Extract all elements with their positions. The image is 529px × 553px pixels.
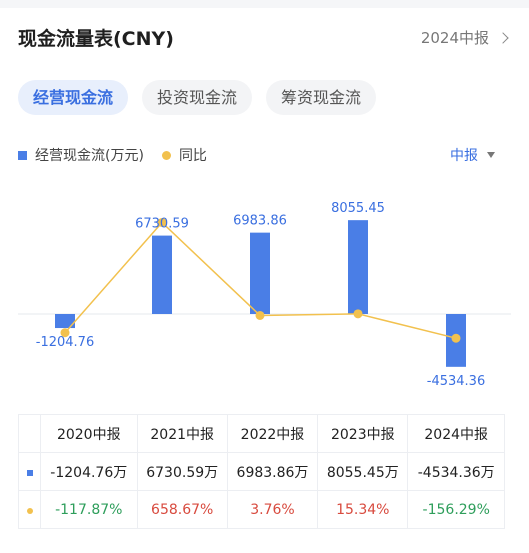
bar-value-label: 6730.59 [135, 217, 189, 232]
line-legend-swatch [161, 150, 171, 160]
table-cell: -4534.36万 [407, 452, 505, 491]
table-row-yoy: -117.87% 658.67% 3.76% 15.34% -156.29% [18, 490, 505, 529]
period-label: 2024中报 [420, 29, 489, 47]
bar-legend-label: 经营现金流(万元) [35, 148, 144, 164]
tab-operating-cashflow[interactable]: 经营现金流 [18, 80, 129, 115]
report-type-label: 中报 [450, 148, 478, 164]
table-header: 2022中报 [226, 414, 319, 453]
tab-bar: 经营现金流 投资现金流 筹资现金流 [18, 80, 377, 115]
chevron-right-icon [497, 31, 509, 44]
report-type-dropdown[interactable]: 中报 [450, 145, 495, 165]
table-cell: -117.87% [40, 490, 138, 529]
table-cell: -156.29% [407, 490, 505, 529]
line-row-marker [26, 507, 33, 514]
line-legend-label: 同比 [178, 148, 207, 164]
tab-investing-cashflow[interactable]: 投资现金流 [142, 80, 253, 115]
tab-financing-cashflow[interactable]: 筹资现金流 [266, 80, 377, 115]
bar-row-marker [26, 469, 33, 476]
table-cell: 8055.45万 [317, 452, 409, 491]
bar-value-label: 6983.86 [233, 214, 287, 229]
data-table: 2020中报 2021中报 2022中报 2023中报 2024中报 -1204… [18, 414, 505, 529]
bar-2021中报[interactable] [152, 235, 172, 314]
chart-legend: 经营现金流(万元) 同比 [18, 145, 207, 165]
yoy-point-2022中报[interactable] [255, 310, 265, 320]
yoy-point-2021中报[interactable] [157, 217, 167, 227]
bar-2022中报[interactable] [250, 232, 270, 314]
period-selector[interactable]: 2024中报 [420, 27, 509, 48]
table-header: 2024中报 [407, 414, 505, 453]
table-header-row: 2020中报 2021中报 2022中报 2023中报 2024中报 [18, 414, 505, 453]
page-title: 现金流量表(CNY) [18, 28, 174, 50]
yoy-point-2023中报[interactable] [353, 309, 363, 319]
table-cell: 6730.59万 [136, 452, 228, 491]
table-cell: -1204.76万 [40, 452, 138, 491]
table-cell: 15.34% [317, 490, 409, 529]
top-strip [0, 0, 529, 8]
bar-2023中报[interactable] [348, 220, 368, 314]
bar-value-label: -4534.36 [427, 374, 485, 389]
caret-down-icon [487, 152, 495, 158]
bar-value-label: 8055.45 [331, 201, 385, 216]
table-cell: 3.76% [226, 490, 319, 529]
header: 现金流量表(CNY) 2024中报 [0, 18, 529, 58]
bar-2020中报[interactable] [55, 314, 75, 329]
yoy-point-2024中报[interactable] [451, 333, 461, 343]
table-cell: 658.67% [136, 490, 228, 529]
table-row-cashflow: -1204.76万 6730.59万 6983.86万 8055.45万 -45… [18, 452, 505, 491]
bar-legend-swatch [18, 150, 27, 160]
yoy-point-2020中报[interactable] [60, 328, 70, 338]
table-header: 2020中报 [40, 414, 138, 453]
table-header: 2023中报 [317, 414, 409, 453]
table-header: 2021中报 [136, 414, 228, 453]
bar-value-label: -1204.76 [36, 335, 94, 350]
cashflow-chart: -1204.76 6730.59 6983.86 8055.45 -4534.36 [18, 201, 511, 389]
table-cell: 6983.86万 [226, 452, 319, 491]
